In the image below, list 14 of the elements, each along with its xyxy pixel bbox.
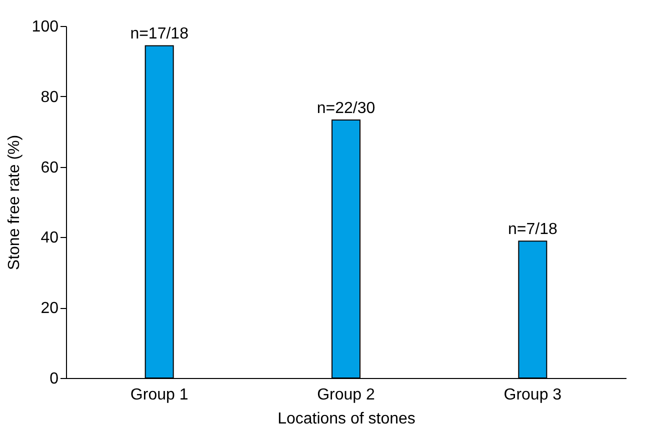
y-tick-label: 100 — [32, 18, 59, 36]
data-label: n=17/18 — [130, 26, 189, 43]
data-label: n=7/18 — [508, 221, 558, 238]
x-tick-label: Group 2 — [317, 386, 376, 404]
y-tick-label: 80 — [40, 88, 59, 106]
y-tick-label: 0 — [50, 370, 59, 388]
x-tick-label: Group 3 — [504, 386, 562, 404]
x-tick-label: Group 1 — [130, 386, 188, 404]
y-tick-label: 40 — [40, 230, 59, 247]
y-tick-label: 20 — [40, 300, 59, 318]
y-tick-label: 60 — [40, 159, 59, 176]
data-label: n=22/30 — [316, 100, 376, 117]
y-axis-title: Stone free rate (%) — [6, 134, 23, 270]
x-axis-title: Locations of stones — [278, 410, 416, 428]
